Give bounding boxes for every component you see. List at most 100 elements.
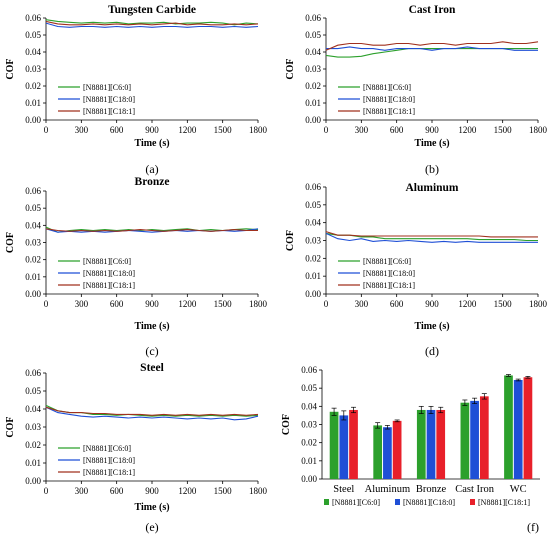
x-tick-label: 900: [145, 125, 159, 135]
y-tick-label: 0.00: [305, 289, 321, 299]
x-tick-label: 300: [75, 299, 89, 309]
y-tick-label: 0.06: [25, 186, 41, 196]
y-tick-label: 0.02: [25, 81, 41, 91]
y-tick-label: 0.02: [305, 81, 321, 91]
panel-label: (c): [145, 344, 158, 358]
x-tick-label: 0: [324, 299, 329, 309]
x-tick-label: 0: [44, 125, 49, 135]
category-label: WC: [510, 484, 527, 495]
y-tick-label: 0.04: [305, 47, 321, 57]
y-tick-label: 0.04: [301, 401, 317, 411]
series-line-3: [325, 41, 539, 51]
x-tick-label: 600: [110, 299, 124, 309]
y-tick-label: 0.00: [305, 115, 321, 125]
bar: [373, 425, 383, 479]
panel-label: (b): [425, 162, 439, 176]
bar: [513, 379, 523, 479]
legend-label: [N8881][C6:0]: [363, 83, 411, 92]
y-tick-label: 0.06: [305, 13, 321, 23]
series-line-2: [325, 232, 538, 243]
panel-label: (a): [145, 162, 158, 176]
x-tick-label: 1200: [458, 125, 477, 135]
series-line-2: [45, 22, 259, 28]
y-tick-label: 0.05: [25, 203, 41, 213]
x-tick-label: 1500: [214, 486, 233, 496]
y-tick-label: 0.05: [25, 30, 41, 40]
x-tick-label: 0: [44, 486, 49, 496]
bar: [523, 377, 533, 479]
chart-title: Cast Iron: [409, 4, 456, 16]
legend-label: [N8881][C18:0]: [363, 95, 415, 104]
y-tick-label: 0.04: [25, 220, 41, 230]
legend-label: [N8881][C18:1]: [363, 107, 415, 116]
legend-label: [N8881][C6:0]: [332, 498, 380, 507]
x-tick-label: 600: [390, 299, 404, 309]
legend-label: [N8881][C18:1]: [363, 281, 415, 290]
x-tick-label: 600: [390, 125, 404, 135]
bar: [383, 427, 392, 479]
y-tick-label: 0.02: [305, 253, 321, 263]
chart-title: Steel: [140, 362, 164, 374]
category-label: Steel: [333, 484, 354, 495]
bar: [416, 409, 426, 479]
x-tick-label: 1800: [529, 125, 548, 135]
legend-label: [N8881][C18:1]: [83, 468, 135, 477]
bar: [436, 409, 446, 479]
x-tick-label: 0: [44, 299, 49, 309]
x-axis-label: Time (s): [134, 138, 169, 149]
y-tick-label: 0.05: [25, 386, 41, 396]
legend-label: [N8881][C18:1]: [83, 107, 135, 116]
bar: [460, 402, 470, 479]
y-axis-label: COF: [5, 58, 16, 79]
y-axis-label: COF: [285, 58, 296, 79]
y-axis-label: COF: [281, 414, 292, 435]
series-line-3: [45, 20, 259, 26]
x-tick-label: 600: [110, 486, 124, 496]
y-tick-label: 0.06: [301, 365, 317, 375]
y-tick-label: 0.00: [301, 474, 317, 484]
legend-swatch-3: [470, 499, 475, 505]
x-tick-label: 1500: [214, 299, 233, 309]
x-tick-label: 1800: [249, 299, 268, 309]
y-tick-label: 0.02: [25, 440, 41, 450]
y-axis-label: COF: [5, 232, 16, 253]
category-label: Cast Iron: [455, 484, 495, 495]
x-tick-label: 300: [355, 125, 369, 135]
legend-label: [N8881][C6:0]: [363, 257, 411, 266]
legend-swatch-1: [324, 499, 329, 505]
x-tick-label: 1200: [178, 299, 197, 309]
bar: [426, 409, 436, 479]
x-tick-label: 1500: [214, 125, 233, 135]
chart-title: Tungsten Carbide: [108, 4, 196, 16]
y-tick-label: 0.06: [25, 13, 41, 23]
x-tick-label: 0: [324, 125, 329, 135]
bar: [339, 415, 349, 479]
x-axis-label: Time (s): [134, 502, 169, 513]
legend-label: [N8881][C18:0]: [83, 269, 135, 278]
y-tick-label: 0.03: [305, 64, 321, 74]
y-tick-label: 0.03: [25, 238, 41, 248]
legend-label: [N8881][C18:1]: [478, 498, 530, 507]
legend-label: [N8881][C6:0]: [83, 83, 131, 92]
y-tick-label: 0.01: [305, 98, 321, 108]
category-label: Aluminum: [365, 484, 411, 495]
y-tick-label: 0.05: [305, 30, 321, 40]
bar: [470, 400, 479, 479]
category-label: Bronze: [416, 484, 447, 495]
y-tick-label: 0.01: [25, 272, 41, 282]
series-line-1: [45, 19, 259, 26]
x-axis-label: Time (s): [414, 321, 449, 332]
x-axis-label: Time (s): [414, 138, 449, 149]
x-tick-label: 900: [145, 299, 159, 309]
legend-label: [N8881][C6:0]: [83, 444, 131, 453]
x-tick-label: 600: [110, 125, 124, 135]
y-tick-label: 0.01: [25, 458, 41, 468]
y-tick-label: 0.03: [25, 64, 41, 74]
bar: [504, 375, 513, 479]
y-tick-label: 0.01: [301, 456, 317, 466]
y-tick-label: 0.03: [305, 236, 321, 246]
panel-label: (f): [527, 520, 539, 534]
bar: [479, 396, 489, 479]
y-tick-label: 0.00: [25, 476, 41, 486]
